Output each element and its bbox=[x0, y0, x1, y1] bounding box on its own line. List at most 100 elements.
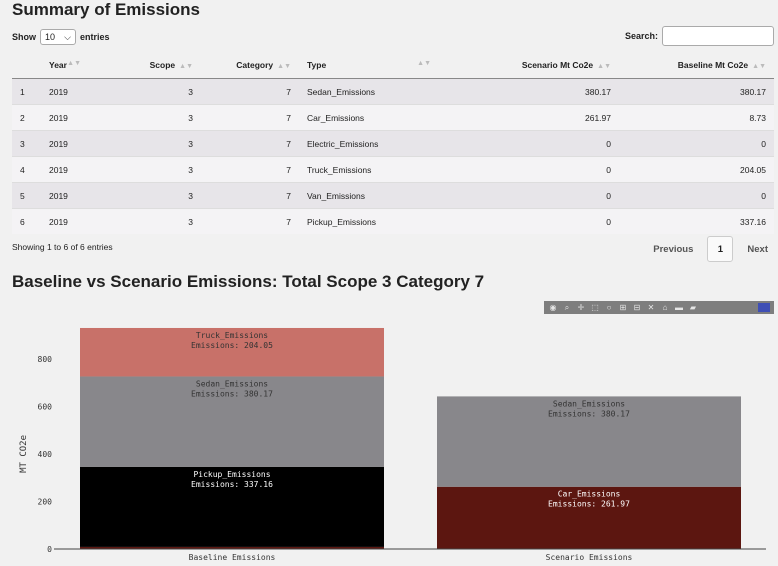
box-select-icon[interactable]: ⬚ bbox=[591, 303, 599, 312]
sort-icon: ▲▼ bbox=[417, 60, 431, 67]
table-header-row: Year ▲▼ Scope ▲▼ Category ▲▼ Type ▲▼ Scenari… bbox=[12, 52, 774, 79]
column-header-year[interactable]: Year ▲▼ bbox=[41, 52, 121, 79]
lasso-icon[interactable]: ○ bbox=[606, 303, 612, 312]
cell-type: Van_Emissions bbox=[299, 182, 459, 209]
chart-title: Baseline vs Scenario Emissions: Total Sc… bbox=[12, 272, 485, 291]
cell-index: 3 bbox=[12, 130, 41, 157]
search-input[interactable] bbox=[662, 26, 774, 46]
cell-category: 7 bbox=[201, 208, 299, 234]
pan-icon[interactable]: ✛ bbox=[577, 303, 585, 312]
cell-scenario: 0 bbox=[459, 182, 619, 209]
hover-closest-icon[interactable]: ▰ bbox=[689, 303, 697, 312]
cell-scope: 3 bbox=[121, 208, 201, 234]
zoom-icon[interactable]: ⌕ bbox=[564, 302, 570, 312]
stacked-bar-chart: Baseline Emissions Scenario Emissions 0 200… bbox=[19, 327, 766, 562]
x-tick-label: Baseline Emissions bbox=[189, 553, 276, 562]
cell-type: Pickup_Emissions bbox=[299, 208, 459, 234]
cell-year: 2019 bbox=[41, 208, 121, 234]
cell-scenario: 0 bbox=[459, 208, 619, 234]
summary-title: Summary of Emissions bbox=[12, 0, 201, 19]
bar-car-emissions[interactable] bbox=[437, 486, 741, 549]
zoom-out-icon[interactable]: ⊟ bbox=[633, 303, 641, 312]
x-tick-label: Scenario Emissions bbox=[546, 553, 633, 562]
y-tick-label: 800 bbox=[38, 355, 53, 364]
table-row[interactable]: 3 2019 3 7 Electric_Emissions 0 0 bbox=[12, 130, 774, 157]
plot-modebar: ◉ ⌕ ✛ ⬚ ○ ⊞ ⊟ ✕ ⌂ ▬ ▰ bbox=[544, 301, 774, 314]
cell-year: 2019 bbox=[41, 156, 121, 183]
spike-icon[interactable]: ▬ bbox=[675, 303, 683, 312]
column-header-category[interactable]: Category ▲▼ bbox=[201, 52, 299, 79]
bar-label-name: Truck_Emissions bbox=[196, 331, 268, 340]
bar-pickup-emissions[interactable] bbox=[80, 466, 384, 547]
previous-button[interactable]: Previous bbox=[653, 243, 694, 255]
entries-label: entries bbox=[80, 32, 110, 42]
column-header-baseline[interactable]: Baseline Mt Co2e ▲▼ bbox=[619, 52, 774, 79]
cell-scenario: 0 bbox=[459, 130, 619, 157]
table-controls: Show 10 ⌵ entries Search: bbox=[12, 26, 774, 48]
cell-scenario: 261.97 bbox=[459, 104, 619, 131]
cell-index: 5 bbox=[12, 182, 41, 209]
cell-scope: 3 bbox=[121, 78, 201, 105]
cell-type: Car_Emissions bbox=[299, 104, 459, 131]
search-label: Search: bbox=[624, 31, 658, 41]
table-row[interactable]: 6 2019 3 7 Pickup_Emissions 0 337.16 bbox=[12, 208, 774, 234]
cell-category: 7 bbox=[201, 156, 299, 183]
cell-scope: 3 bbox=[121, 182, 201, 209]
autoscale-icon[interactable]: ✕ bbox=[647, 303, 655, 312]
cell-category: 7 bbox=[201, 78, 299, 105]
table-row[interactable]: 5 2019 3 7 Van_Emissions 0 0 bbox=[12, 182, 774, 209]
plotly-logo-icon[interactable] bbox=[758, 303, 770, 312]
bar-label-name: Sedan_Emissions bbox=[553, 399, 625, 408]
bar-label-name: Sedan_Emissions bbox=[196, 379, 268, 388]
table-info: Showing 1 to 6 of 6 entries bbox=[12, 242, 113, 252]
cell-category: 7 bbox=[201, 130, 299, 157]
cell-index: 2 bbox=[12, 104, 41, 131]
chevron-down-icon: ⌵ bbox=[64, 31, 71, 42]
cell-type: Truck_Emissions bbox=[299, 156, 459, 183]
column-header-scope[interactable]: Scope ▲▼ bbox=[121, 52, 201, 79]
bar-label-value: Emissions: 380.17 bbox=[548, 409, 630, 418]
y-tick-label: 200 bbox=[38, 497, 53, 506]
table-row[interactable]: 1 2019 3 7 Sedan_Emissions 380.17 380.17 bbox=[12, 78, 774, 105]
bar-label-value: Emissions: 337.16 bbox=[191, 480, 273, 489]
bar-label-name: Pickup_Emissions bbox=[193, 470, 270, 479]
cell-baseline: 337.16 bbox=[619, 208, 774, 234]
page-button-current[interactable]: 1 bbox=[707, 236, 734, 262]
camera-icon[interactable]: ◉ bbox=[549, 303, 557, 312]
table-row[interactable]: 2 2019 3 7 Car_Emissions 261.97 8.73 bbox=[12, 104, 774, 131]
cell-scope: 3 bbox=[121, 104, 201, 131]
bar-truck-emissions[interactable] bbox=[80, 327, 384, 377]
bar-label-name: Car_Emissions bbox=[558, 490, 621, 499]
bar-car-emissions[interactable] bbox=[80, 546, 384, 549]
cell-type: Sedan_Emissions bbox=[299, 78, 459, 105]
column-header-type[interactable]: Type ▲▼ bbox=[299, 52, 459, 79]
home-icon[interactable]: ⌂ bbox=[662, 303, 668, 312]
zoom-in-icon[interactable]: ⊞ bbox=[619, 303, 627, 312]
y-tick-label: 400 bbox=[38, 450, 53, 459]
cell-type: Electric_Emissions bbox=[299, 130, 459, 157]
table-row[interactable]: 4 2019 3 7 Truck_Emissions 0 204.05 bbox=[12, 156, 774, 183]
cell-category: 7 bbox=[201, 182, 299, 209]
cell-baseline: 8.73 bbox=[619, 104, 774, 131]
length-control: Show 10 ⌵ entries bbox=[12, 29, 110, 45]
cell-category: 7 bbox=[201, 104, 299, 131]
cell-baseline: 204.05 bbox=[619, 156, 774, 183]
next-button[interactable]: Next bbox=[747, 243, 768, 255]
sort-icon: ▲▼ bbox=[277, 63, 291, 70]
sort-icon: ▲▼ bbox=[752, 63, 766, 70]
cell-scenario: 380.17 bbox=[459, 78, 619, 105]
column-header-index[interactable] bbox=[12, 52, 41, 79]
column-header-scenario[interactable]: Scenario Mt Co2e ▲▼ bbox=[459, 52, 619, 79]
show-label: Show bbox=[12, 32, 36, 42]
table-footer: Showing 1 to 6 of 6 entries Previous 1 N… bbox=[12, 236, 774, 262]
cell-index: 1 bbox=[12, 78, 41, 105]
sort-icon: ▲▼ bbox=[179, 63, 193, 70]
bar-label-value: Emissions: 380.17 bbox=[191, 389, 273, 398]
pagination: Previous 1 Next bbox=[647, 236, 774, 262]
cell-baseline: 0 bbox=[619, 182, 774, 209]
sort-icon: ▲▼ bbox=[67, 60, 81, 67]
bar-sedan-emissions[interactable] bbox=[80, 376, 384, 467]
cell-year: 2019 bbox=[41, 78, 121, 105]
entries-select[interactable]: 10 ⌵ bbox=[40, 29, 76, 45]
bar-sedan-emissions[interactable] bbox=[437, 396, 741, 487]
